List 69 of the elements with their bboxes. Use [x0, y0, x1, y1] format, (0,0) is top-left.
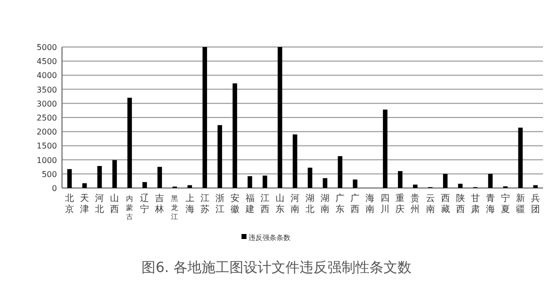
x-tick-label: 兵团 [530, 193, 540, 215]
x-tick-label: 安徽 [230, 193, 240, 215]
bar [412, 184, 418, 188]
x-tick-label: 江西 [260, 193, 270, 215]
y-tick-label: 0 [52, 184, 57, 193]
y-tick-label: 2000 [36, 128, 57, 137]
y-tick-label: 3500 [36, 85, 57, 94]
x-tick-label: 海南 [366, 193, 375, 215]
y-tick-label: 5000 [36, 43, 57, 52]
x-tick-label: 山东 [275, 193, 284, 215]
x-tick-label: 宁夏 [500, 193, 510, 215]
bar [458, 184, 463, 188]
bar [262, 176, 268, 188]
x-tick-label: 北京 [65, 193, 74, 215]
bar [188, 185, 192, 188]
y-tick-label: 4000 [36, 71, 57, 80]
x-tick-label: 贵州 [410, 193, 420, 215]
x-tick-label: 云南 [426, 194, 435, 215]
bar [533, 185, 538, 188]
bar [82, 183, 87, 188]
bar [443, 174, 448, 188]
x-tick-label: 湖南 [320, 193, 330, 215]
x-tick-label: 青海 [486, 193, 495, 215]
x-tick-label: 福建 [244, 193, 254, 215]
x-tick-label: 西藏 [440, 194, 450, 215]
bar [308, 168, 312, 188]
y-tick-label: 3000 [36, 99, 57, 108]
bar [278, 47, 282, 188]
bar [248, 176, 252, 188]
y-tick-label: 1000 [36, 156, 57, 165]
bar [292, 134, 298, 188]
x-tick-label: 吉林 [154, 193, 164, 215]
bar [202, 47, 208, 188]
x-tick-label: 山西 [110, 193, 120, 215]
bar [218, 125, 222, 188]
bar [322, 178, 328, 188]
x-tick-label: 重庆 [396, 193, 405, 215]
bar [352, 180, 358, 188]
bar [157, 166, 162, 188]
x-tick-label: 广东 [336, 193, 345, 215]
x-tick-label: 陕西 [456, 193, 465, 215]
y-tick-label: 2500 [36, 114, 57, 122]
bar [127, 98, 132, 188]
bar [142, 182, 147, 188]
x-tick-label: 河北 [95, 193, 104, 215]
bar [488, 174, 493, 188]
x-tick-label: 江苏 [200, 193, 210, 215]
bar [67, 169, 72, 188]
x-tick-label: 新疆 [516, 193, 525, 215]
bar [398, 171, 402, 188]
bar [338, 156, 342, 188]
bar [232, 83, 238, 188]
x-tick-label: 广西 [350, 193, 360, 215]
x-tick-label: 湖北 [306, 193, 315, 215]
bar [518, 128, 523, 188]
y-tick-label: 4500 [36, 57, 57, 66]
bar [97, 166, 102, 188]
y-tick-label: 1500 [36, 142, 57, 151]
x-tick-label: 甘肃 [470, 193, 480, 215]
x-tick-label: 天津 [80, 193, 90, 215]
x-tick-label: 上海 [185, 193, 194, 215]
x-tick-label: 河南 [290, 193, 300, 215]
bar [112, 160, 117, 188]
x-tick-label: 四川 [380, 194, 390, 215]
text: 图6. 各地施工图设计文件违反强制性条文数 [142, 260, 412, 276]
x-tick-label: 辽宁 [140, 193, 150, 215]
bar [382, 110, 388, 188]
x-tick-label: 浙江 [215, 193, 224, 215]
y-tick-label: 500 [42, 170, 57, 179]
